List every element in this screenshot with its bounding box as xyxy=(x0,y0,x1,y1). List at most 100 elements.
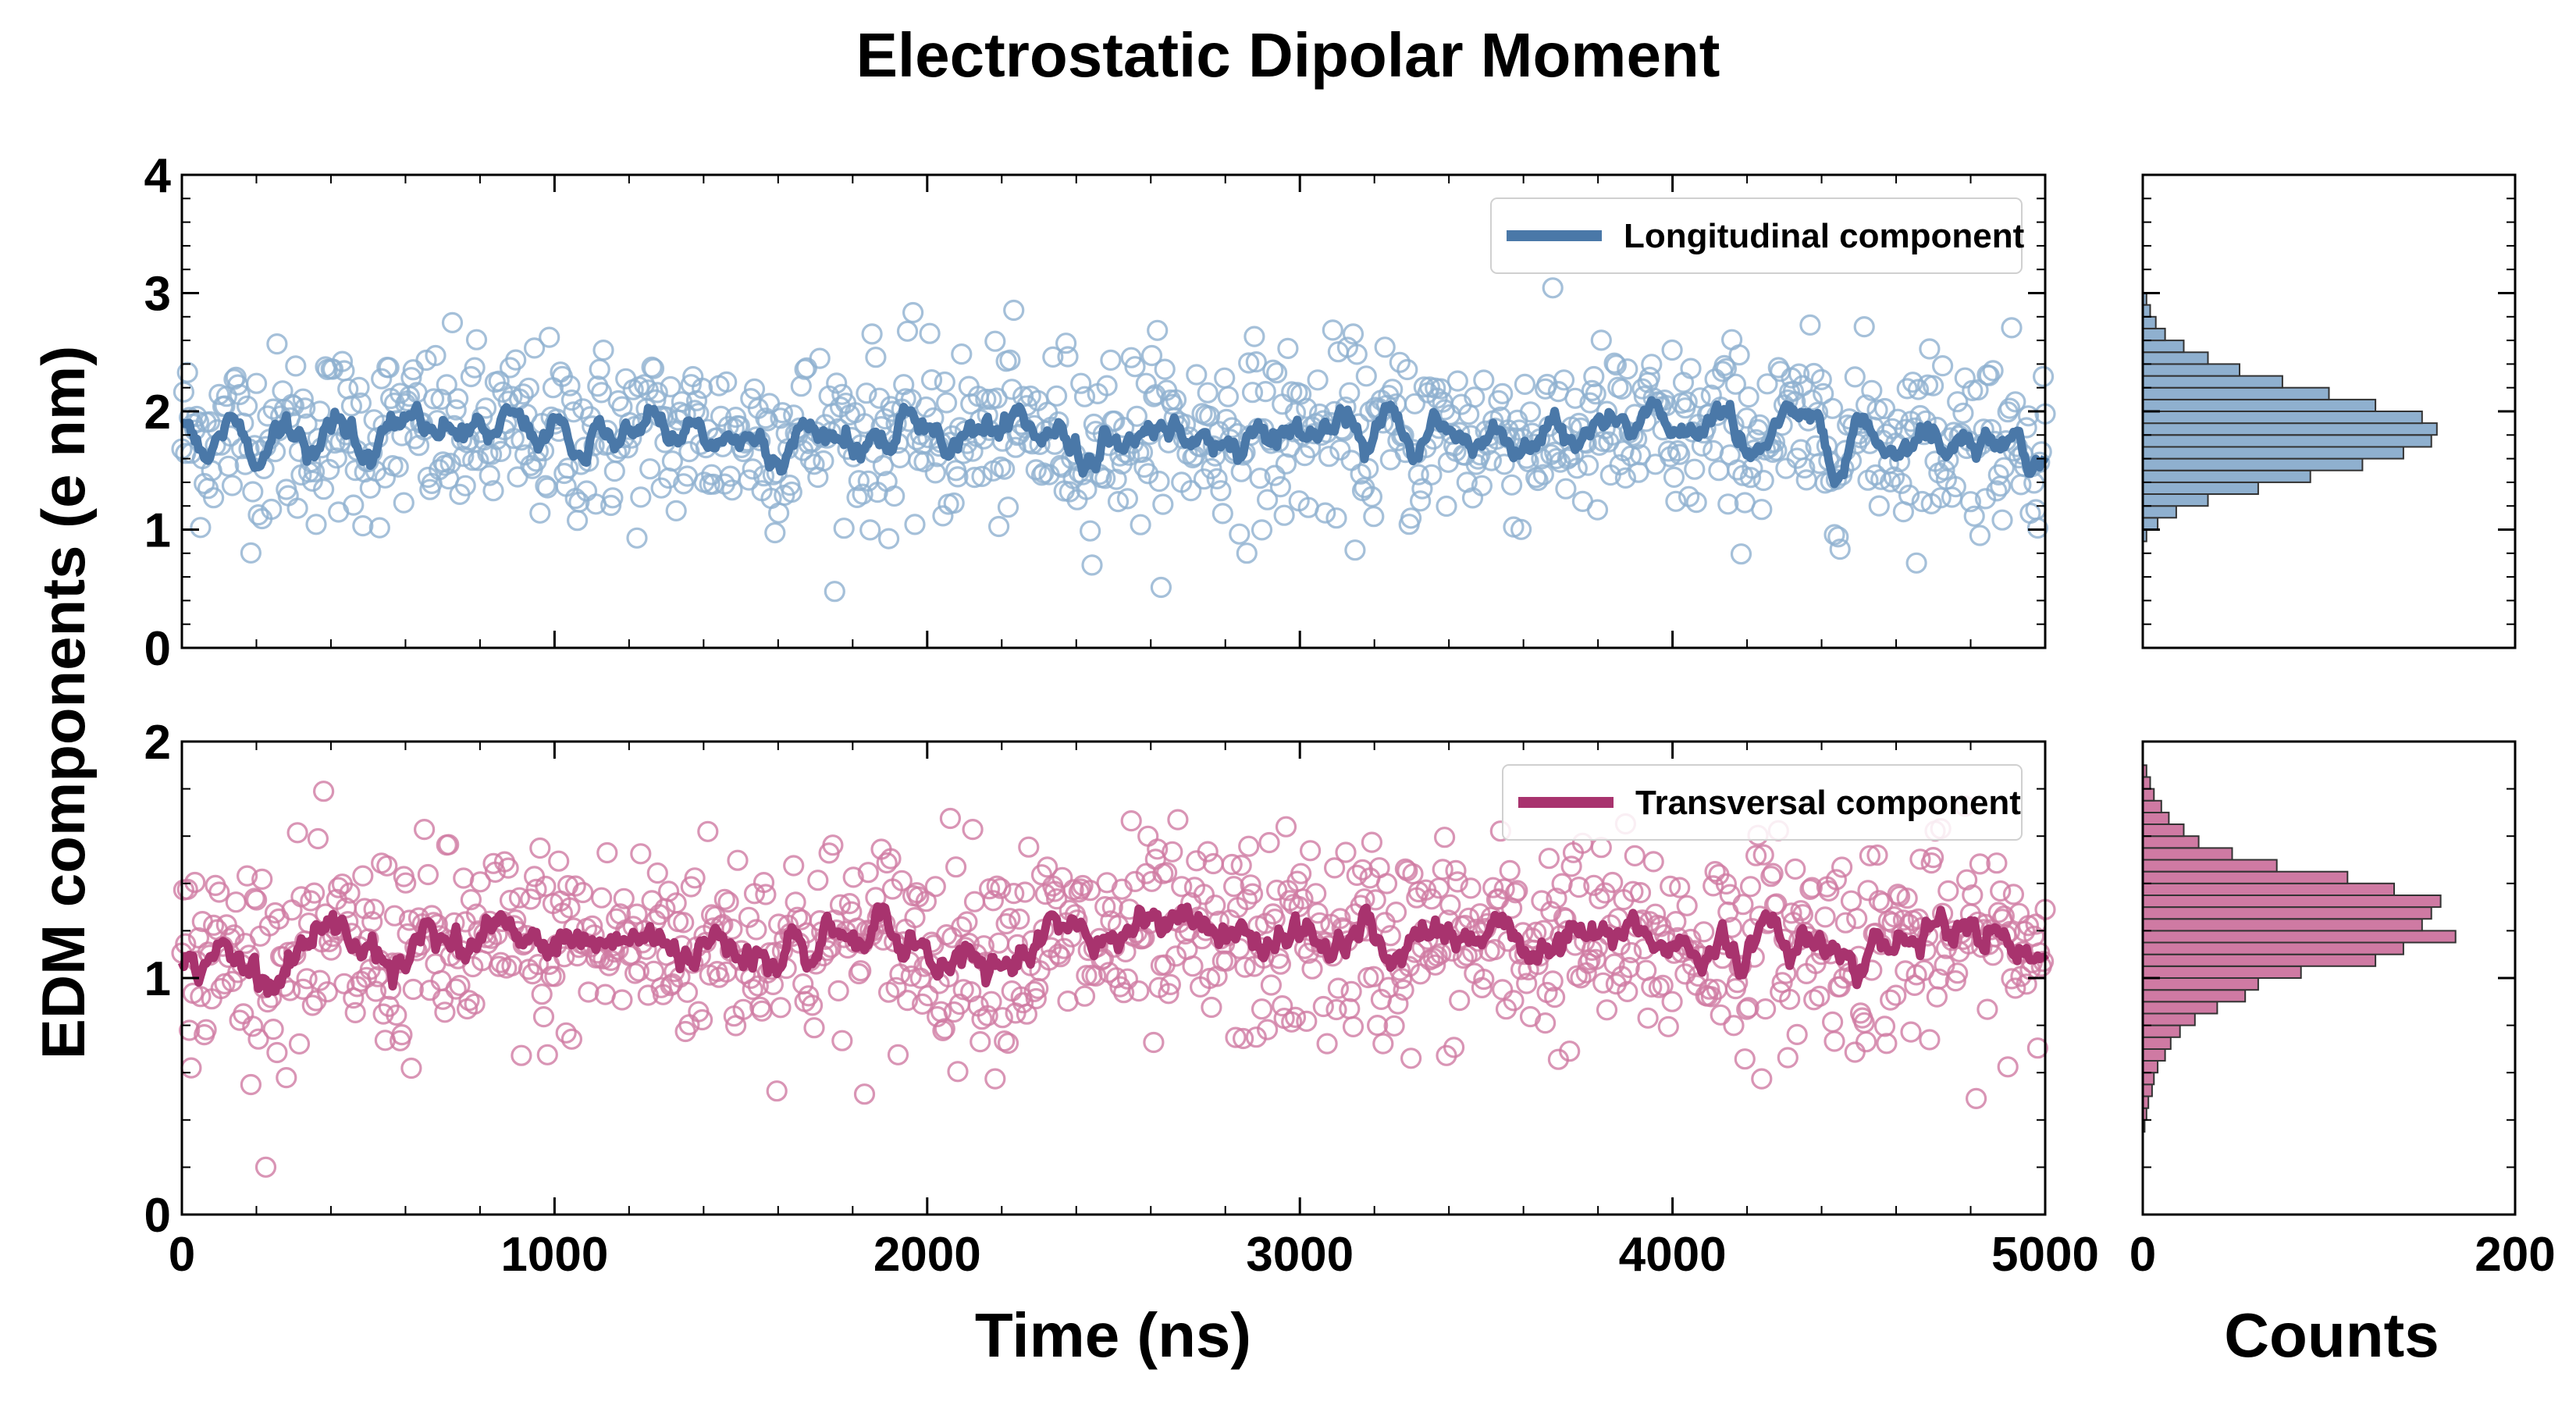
data-point xyxy=(727,849,749,871)
data-point xyxy=(1480,450,1503,471)
x-tick-label: 2000 xyxy=(873,1228,981,1282)
data-point xyxy=(203,487,225,509)
data-point xyxy=(1859,845,1880,866)
data-point xyxy=(1150,576,1172,599)
data-point xyxy=(402,978,424,1001)
data-point xyxy=(1251,998,1273,1020)
data-point xyxy=(523,337,546,359)
data-point xyxy=(1538,848,1560,870)
data-point xyxy=(1932,355,1954,377)
data-point xyxy=(560,1028,583,1050)
data-point xyxy=(755,884,777,905)
data-point xyxy=(1426,387,1448,409)
data-point xyxy=(885,976,907,998)
data-point xyxy=(400,1057,422,1080)
data-point xyxy=(956,911,978,933)
data-point xyxy=(1585,383,1606,405)
data-point xyxy=(1952,402,1974,424)
hist-x-tick-label: 200 xyxy=(2475,1228,2555,1282)
data-point xyxy=(395,872,417,894)
data-point xyxy=(1592,972,1614,994)
data-point xyxy=(1669,443,1691,465)
hist-bar xyxy=(2142,1083,2153,1097)
data-point xyxy=(801,994,824,1016)
data-point xyxy=(304,461,326,483)
data-point xyxy=(438,834,460,855)
data-point xyxy=(1739,876,1762,898)
data-point xyxy=(1751,1068,1773,1090)
data-point xyxy=(262,1018,284,1040)
data-point xyxy=(1147,319,1169,341)
x-tick-label: 4000 xyxy=(1619,1228,1727,1282)
data-point xyxy=(1003,299,1025,322)
x-tick-label: 0 xyxy=(169,1228,195,1282)
data-point xyxy=(1325,998,1347,1021)
data-point xyxy=(1344,539,1366,561)
data-point xyxy=(1277,337,1299,359)
data-point xyxy=(1739,467,1762,489)
data-point xyxy=(1629,444,1652,466)
data-point xyxy=(1829,538,1851,560)
data-point xyxy=(1734,1048,1756,1070)
data-point xyxy=(1070,372,1092,394)
data-point xyxy=(1297,942,1319,964)
data-point xyxy=(1880,989,1902,1011)
data-point xyxy=(292,388,314,410)
data-point xyxy=(1617,980,1638,1003)
data-point xyxy=(1499,859,1521,882)
data-point xyxy=(1290,863,1312,884)
data-point xyxy=(975,388,997,411)
data-point xyxy=(661,450,684,472)
data-point xyxy=(343,494,365,516)
data-point xyxy=(742,978,763,1001)
data-point xyxy=(1272,994,1293,1017)
data-point xyxy=(1079,880,1101,902)
data-point xyxy=(173,381,194,403)
data-point xyxy=(1171,876,1193,898)
data-point xyxy=(1663,466,1685,489)
data-point xyxy=(386,1004,407,1026)
data-point xyxy=(1158,983,1179,1005)
data-point xyxy=(1130,514,1151,535)
data-point xyxy=(1048,943,1069,966)
data-point xyxy=(368,517,390,539)
y-tick-label: 0 xyxy=(144,622,171,676)
data-point xyxy=(1180,479,1202,502)
data-point xyxy=(1073,985,1096,1007)
data-point xyxy=(596,841,618,864)
data-point xyxy=(497,857,519,879)
data-point xyxy=(1781,902,1802,924)
data-point xyxy=(1715,873,1737,895)
data-point xyxy=(371,368,393,389)
data-point xyxy=(458,990,480,1012)
hist-bar xyxy=(2142,457,2364,471)
data-point xyxy=(1784,858,1806,880)
data-point xyxy=(1978,365,2000,386)
data-point xyxy=(939,807,962,830)
data-point xyxy=(745,919,767,941)
data-point xyxy=(1577,454,1599,476)
data-point xyxy=(1387,993,1409,1015)
data-point xyxy=(717,891,739,913)
data-point xyxy=(1892,909,1914,931)
data-point xyxy=(1458,907,1480,929)
data-point xyxy=(590,382,613,404)
data-point xyxy=(1944,475,1966,498)
data-point xyxy=(831,1030,853,1051)
data-point xyxy=(904,906,926,929)
x-tick-label: 1000 xyxy=(500,1228,608,1282)
data-point xyxy=(1342,323,1364,345)
data-point xyxy=(872,454,895,477)
data-point xyxy=(1986,480,2008,502)
data-point xyxy=(296,968,318,990)
data-point xyxy=(266,1041,288,1064)
data-point xyxy=(743,378,766,400)
data-point xyxy=(1322,319,1343,341)
data-point xyxy=(489,440,512,463)
data-point xyxy=(367,966,389,987)
data-point xyxy=(770,997,792,1019)
hist-bar xyxy=(2142,1001,2218,1015)
data-point xyxy=(963,466,986,489)
